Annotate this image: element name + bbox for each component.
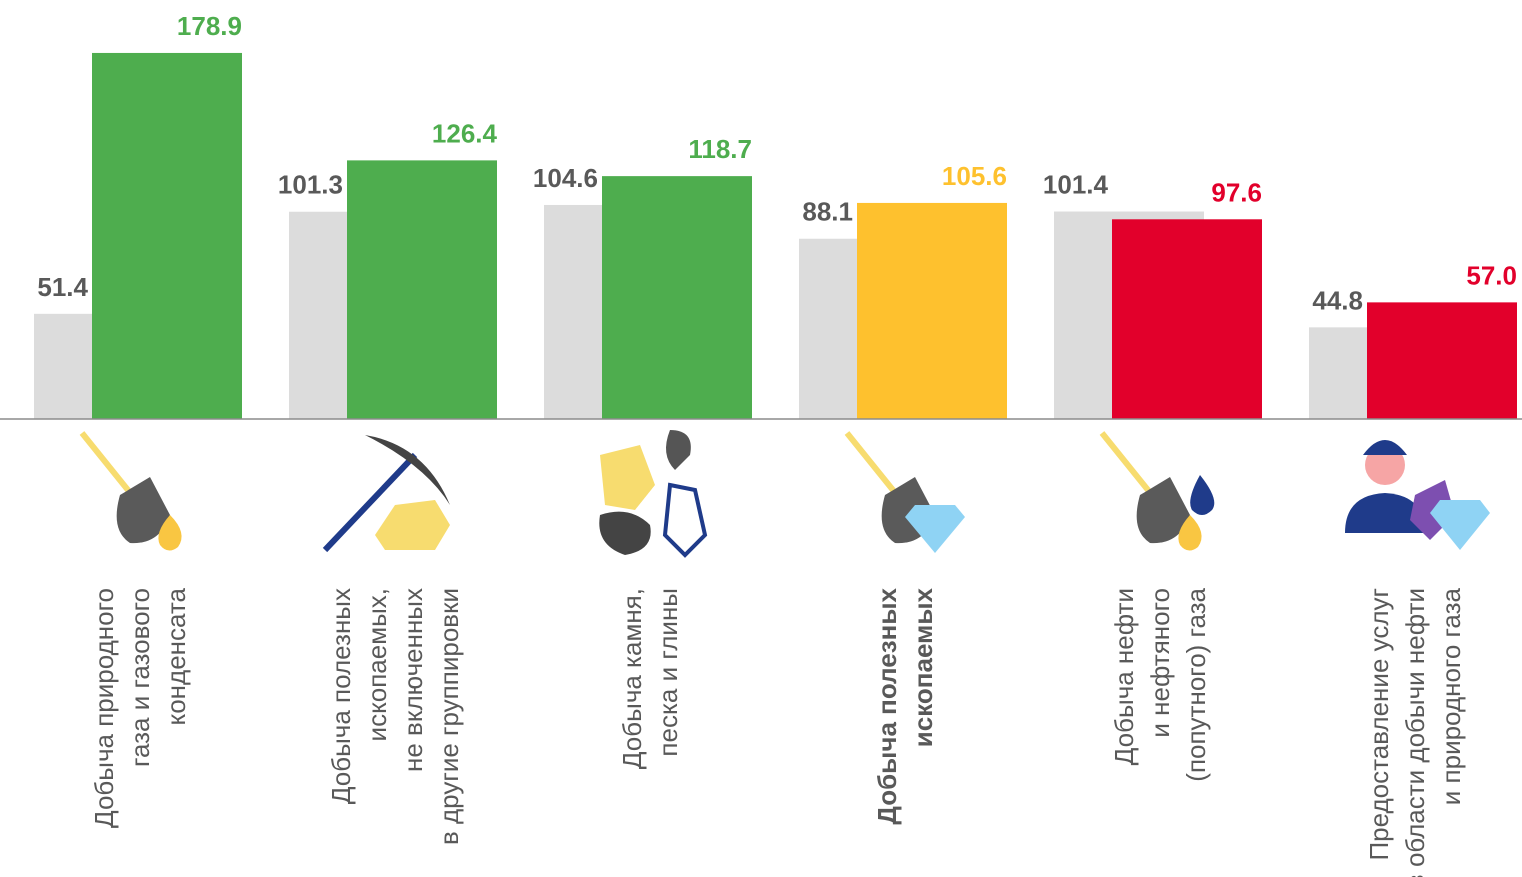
icon-part bbox=[599, 512, 650, 555]
value-label: 126.4 bbox=[432, 118, 498, 148]
category-icon bbox=[847, 433, 965, 553]
category-label: Добыча полезных bbox=[326, 588, 356, 804]
icon-part bbox=[1363, 440, 1407, 455]
category-label: конденсата bbox=[161, 587, 191, 725]
category-icon bbox=[1102, 433, 1214, 551]
value-label: 104.6 bbox=[533, 163, 598, 193]
category-label: ископаемых bbox=[908, 587, 938, 747]
category-label: Добыча нефти bbox=[1109, 588, 1139, 765]
value-label: 57.0 bbox=[1466, 260, 1517, 290]
chart: 51.4 178.9 Добыча природногогаза и газовог… bbox=[0, 0, 1522, 877]
icon-part bbox=[1190, 475, 1214, 515]
value-label: 101.4 bbox=[1043, 170, 1109, 200]
category-label: газа и газового bbox=[125, 588, 155, 767]
category-label: и нефтяного bbox=[1145, 588, 1175, 738]
category-label: (попутного) газа bbox=[1181, 587, 1211, 781]
category-label: песка и глины bbox=[653, 588, 683, 757]
value-label: 178.9 bbox=[177, 11, 242, 41]
value-label: 105.6 bbox=[942, 161, 1007, 191]
icon-part bbox=[665, 485, 705, 555]
bar bbox=[1112, 219, 1262, 419]
category-label: Добыча камня, bbox=[617, 588, 647, 769]
value-label: 51.4 bbox=[37, 272, 88, 302]
category-label: Добыча природного bbox=[89, 588, 119, 828]
category-label: Добыча полезных bbox=[872, 587, 902, 824]
value-label: 101.3 bbox=[278, 170, 343, 200]
category-icon bbox=[1345, 440, 1490, 550]
value-label: 118.7 bbox=[688, 134, 752, 164]
value-label: 44.8 bbox=[1312, 285, 1363, 315]
icon-part bbox=[600, 445, 655, 510]
category-label: Предоставление услуг bbox=[1364, 588, 1394, 861]
category-icon bbox=[82, 433, 182, 551]
category-icon bbox=[599, 430, 705, 555]
category-icon bbox=[325, 435, 450, 550]
category-label: в области добычи нефти bbox=[1400, 588, 1430, 877]
icon-part bbox=[666, 430, 691, 470]
category-label: ископаемых, bbox=[362, 588, 392, 741]
category-label: в другие группировки bbox=[434, 588, 464, 845]
value-label: 97.6 bbox=[1211, 177, 1262, 207]
icons bbox=[82, 430, 1490, 555]
bar bbox=[1367, 302, 1517, 419]
value-label: 88.1 bbox=[802, 197, 853, 227]
category-label: не включенных bbox=[398, 588, 428, 772]
bar bbox=[347, 160, 497, 419]
bar bbox=[92, 53, 242, 419]
bar bbox=[602, 176, 752, 419]
bar bbox=[857, 203, 1007, 419]
category-label: и природного газа bbox=[1436, 587, 1466, 805]
icon-part bbox=[375, 500, 450, 550]
